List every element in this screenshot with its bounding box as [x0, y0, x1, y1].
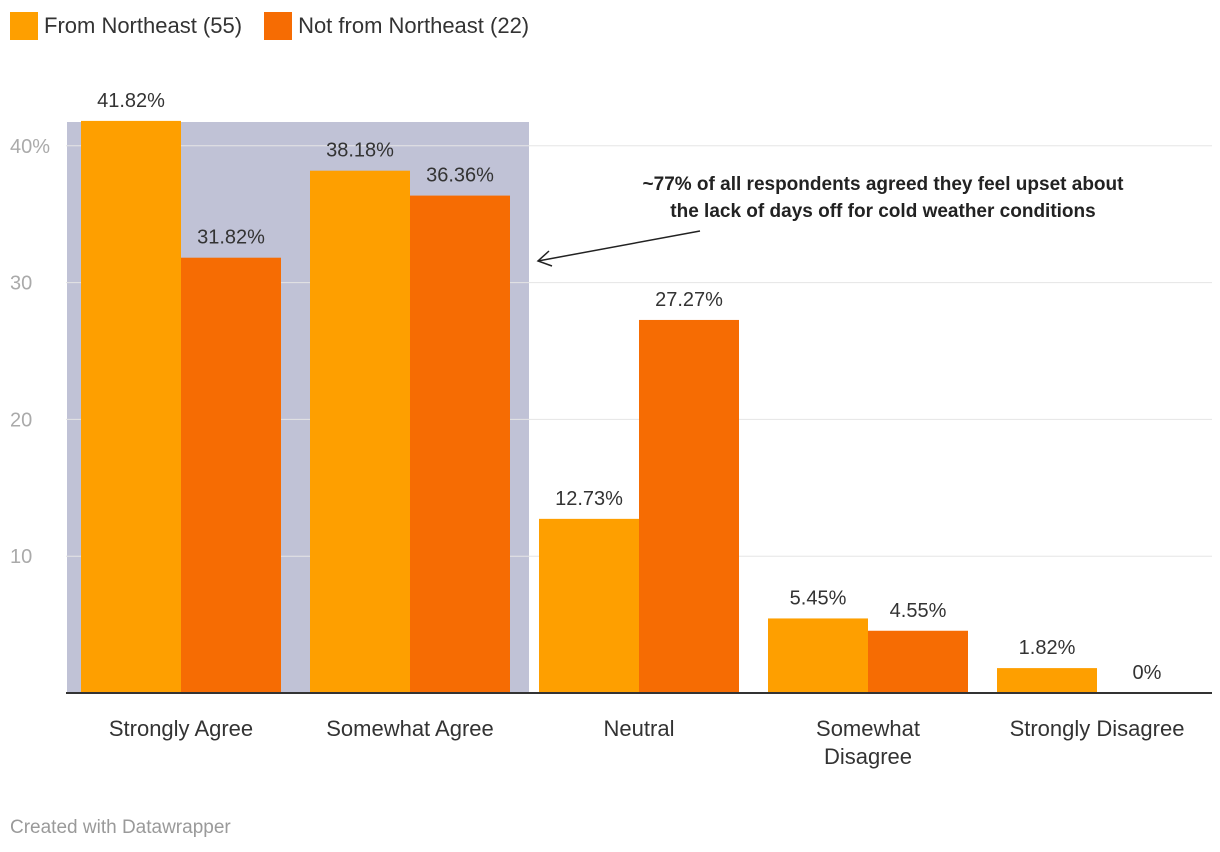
value-label: 12.73%	[555, 488, 623, 510]
x-category-label: Somewhat Agree	[326, 716, 494, 741]
x-category-label: Disagree	[824, 744, 912, 769]
y-tick-label: 20	[10, 409, 32, 431]
y-tick-label: 30	[10, 273, 32, 295]
value-label: 38.18%	[326, 140, 394, 162]
value-label: 31.82%	[197, 227, 265, 249]
value-label: 0%	[1133, 662, 1162, 684]
value-label: 4.55%	[890, 600, 947, 622]
bar-2-1	[181, 257, 281, 693]
annotation-text: ~77% of all respondents agreed they feel…	[643, 174, 1125, 195]
value-label: 1.82%	[1019, 637, 1076, 659]
annotation-arrow-head	[536, 250, 553, 267]
legend-swatch	[10, 12, 38, 40]
bar-1-3	[539, 518, 639, 693]
footer-credit: Created with Datawrapper	[10, 817, 231, 838]
x-category-label: Strongly Agree	[109, 716, 253, 741]
legend: From Northeast (55) Not from Northeast (2…	[10, 12, 551, 40]
bar-2-2	[410, 195, 510, 693]
bar-2-4	[868, 630, 968, 693]
y-tick-label: 40%	[10, 136, 50, 158]
annotation-text: the lack of days off for cold weather co…	[670, 201, 1095, 222]
x-category-label: Somewhat	[816, 716, 920, 741]
legend-label: From Northeast (55)	[44, 13, 243, 38]
legend-item-1: From Northeast (55)	[10, 12, 242, 40]
bar-2-3	[639, 319, 739, 693]
bar-1-4	[768, 618, 868, 693]
x-category-label: Neutral	[604, 716, 675, 741]
y-tick-label: 10	[10, 546, 32, 568]
x-category-label: Strongly Disagree	[1010, 716, 1185, 741]
value-label: 27.27%	[655, 289, 723, 311]
legend-label: Not from Northeast (22)	[298, 13, 530, 38]
legend-swatch	[264, 12, 293, 40]
value-label: 5.45%	[790, 587, 847, 609]
bar-1-2	[310, 170, 410, 693]
bar-1-5	[997, 668, 1097, 693]
value-label: 36.36%	[426, 165, 494, 187]
legend-item-2: Not from Northeast (22)	[264, 12, 529, 40]
value-label: 41.82%	[97, 90, 165, 112]
bar-1-1	[81, 120, 181, 693]
annotation-arrow-line	[537, 230, 701, 262]
